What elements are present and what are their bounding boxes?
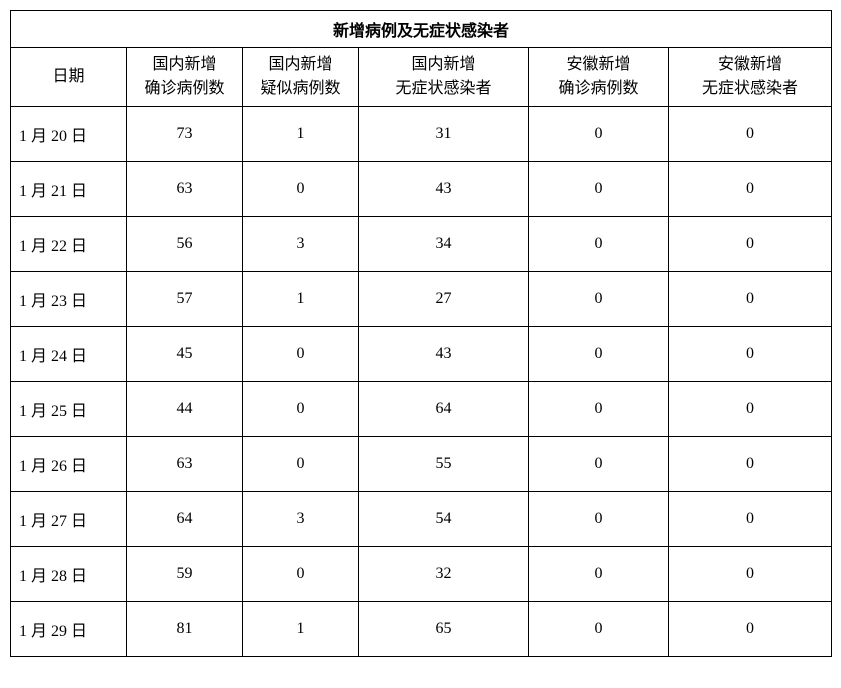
cell-domestic-confirmed: 59 [127, 547, 243, 602]
cell-anhui-asymptomatic: 0 [669, 327, 832, 382]
cell-domestic-asymptomatic: 55 [359, 437, 529, 492]
cell-domestic-suspected: 0 [243, 547, 359, 602]
cell-anhui-confirmed: 0 [529, 547, 669, 602]
cell-domestic-suspected: 1 [243, 272, 359, 327]
col-header-domestic-confirmed: 国内新增 确诊病例数 [127, 48, 243, 107]
cell-anhui-confirmed: 0 [529, 492, 669, 547]
cell-domestic-suspected: 0 [243, 327, 359, 382]
col-header-domestic-suspected: 国内新增 疑似病例数 [243, 48, 359, 107]
col-header-line2: 疑似病例数 [260, 80, 340, 97]
title-row: 新增病例及无症状感染者 [11, 11, 832, 48]
table-title: 新增病例及无症状感染者 [11, 11, 832, 48]
cell-domestic-suspected: 1 [243, 602, 359, 657]
col-header-date: 日期 [11, 48, 127, 107]
cell-domestic-suspected: 1 [243, 107, 359, 162]
table-row: 1 月 20 日 73 1 31 0 0 [11, 107, 832, 162]
cell-domestic-asymptomatic: 64 [359, 382, 529, 437]
cell-date: 1 月 27 日 [11, 492, 127, 547]
table-row: 1 月 25 日 44 0 64 0 0 [11, 382, 832, 437]
table-row: 1 月 27 日 64 3 54 0 0 [11, 492, 832, 547]
cell-domestic-confirmed: 64 [127, 492, 243, 547]
cell-anhui-confirmed: 0 [529, 327, 669, 382]
cell-anhui-confirmed: 0 [529, 162, 669, 217]
cell-domestic-confirmed: 44 [127, 382, 243, 437]
cell-domestic-suspected: 0 [243, 382, 359, 437]
cell-anhui-asymptomatic: 0 [669, 217, 832, 272]
col-header-anhui-confirmed: 安徽新增 确诊病例数 [529, 48, 669, 107]
cell-anhui-asymptomatic: 0 [669, 272, 832, 327]
cell-date: 1 月 26 日 [11, 437, 127, 492]
table-row: 1 月 23 日 57 1 27 0 0 [11, 272, 832, 327]
table-body: 新增病例及无症状感染者 日期 国内新增 确诊病例数 国内新增 疑似病例数 国内新… [11, 11, 832, 657]
cell-domestic-confirmed: 73 [127, 107, 243, 162]
cell-domestic-asymptomatic: 65 [359, 602, 529, 657]
cell-domestic-confirmed: 56 [127, 217, 243, 272]
col-header-line2: 确诊病例数 [144, 80, 224, 97]
cell-domestic-asymptomatic: 31 [359, 107, 529, 162]
col-header-line2: 无症状感染者 [395, 80, 491, 97]
table-row: 1 月 28 日 59 0 32 0 0 [11, 547, 832, 602]
cell-date: 1 月 21 日 [11, 162, 127, 217]
cell-domestic-suspected: 3 [243, 492, 359, 547]
table-row: 1 月 26 日 63 0 55 0 0 [11, 437, 832, 492]
table-row: 1 月 21 日 63 0 43 0 0 [11, 162, 832, 217]
cell-domestic-confirmed: 81 [127, 602, 243, 657]
cell-date: 1 月 29 日 [11, 602, 127, 657]
cell-date: 1 月 24 日 [11, 327, 127, 382]
cell-anhui-confirmed: 0 [529, 217, 669, 272]
cell-anhui-asymptomatic: 0 [669, 437, 832, 492]
cell-domestic-confirmed: 63 [127, 162, 243, 217]
cell-domestic-asymptomatic: 27 [359, 272, 529, 327]
cell-domestic-suspected: 3 [243, 217, 359, 272]
col-header-line1: 国内新增 [268, 56, 332, 73]
cell-domestic-suspected: 0 [243, 162, 359, 217]
cell-date: 1 月 20 日 [11, 107, 127, 162]
cell-anhui-asymptomatic: 0 [669, 162, 832, 217]
cell-anhui-asymptomatic: 0 [669, 382, 832, 437]
cell-date: 1 月 23 日 [11, 272, 127, 327]
table-row: 1 月 22 日 56 3 34 0 0 [11, 217, 832, 272]
header-row: 日期 国内新增 确诊病例数 国内新增 疑似病例数 国内新增 无症状感染者 安徽新… [11, 48, 832, 107]
cell-anhui-confirmed: 0 [529, 602, 669, 657]
cell-anhui-confirmed: 0 [529, 437, 669, 492]
col-header-line2: 确诊病例数 [558, 80, 638, 97]
cell-domestic-asymptomatic: 43 [359, 162, 529, 217]
cell-domestic-asymptomatic: 32 [359, 547, 529, 602]
cell-domestic-asymptomatic: 43 [359, 327, 529, 382]
cell-anhui-confirmed: 0 [529, 107, 669, 162]
cell-anhui-asymptomatic: 0 [669, 107, 832, 162]
cell-domestic-asymptomatic: 34 [359, 217, 529, 272]
cell-anhui-asymptomatic: 0 [669, 492, 832, 547]
covid-cases-table: 新增病例及无症状感染者 日期 国内新增 确诊病例数 国内新增 疑似病例数 国内新… [10, 10, 832, 657]
cell-domestic-confirmed: 63 [127, 437, 243, 492]
col-header-line1: 安徽新增 [566, 56, 630, 73]
col-header-anhui-asymptomatic: 安徽新增 无症状感染者 [669, 48, 832, 107]
cell-domestic-asymptomatic: 54 [359, 492, 529, 547]
col-header-line1: 安徽新增 [718, 56, 782, 73]
col-header-line1: 国内新增 [411, 56, 475, 73]
cell-domestic-confirmed: 57 [127, 272, 243, 327]
cell-anhui-asymptomatic: 0 [669, 547, 832, 602]
col-header-line2: 无症状感染者 [702, 80, 798, 97]
cell-anhui-confirmed: 0 [529, 382, 669, 437]
cell-domestic-confirmed: 45 [127, 327, 243, 382]
cell-anhui-confirmed: 0 [529, 272, 669, 327]
cell-date: 1 月 25 日 [11, 382, 127, 437]
col-header-date-label: 日期 [52, 68, 84, 85]
cell-domestic-suspected: 0 [243, 437, 359, 492]
col-header-line1: 国内新增 [152, 56, 216, 73]
cell-date: 1 月 22 日 [11, 217, 127, 272]
table-row: 1 月 24 日 45 0 43 0 0 [11, 327, 832, 382]
table-row: 1 月 29 日 81 1 65 0 0 [11, 602, 832, 657]
col-header-domestic-asymptomatic: 国内新增 无症状感染者 [359, 48, 529, 107]
cell-date: 1 月 28 日 [11, 547, 127, 602]
cell-anhui-asymptomatic: 0 [669, 602, 832, 657]
